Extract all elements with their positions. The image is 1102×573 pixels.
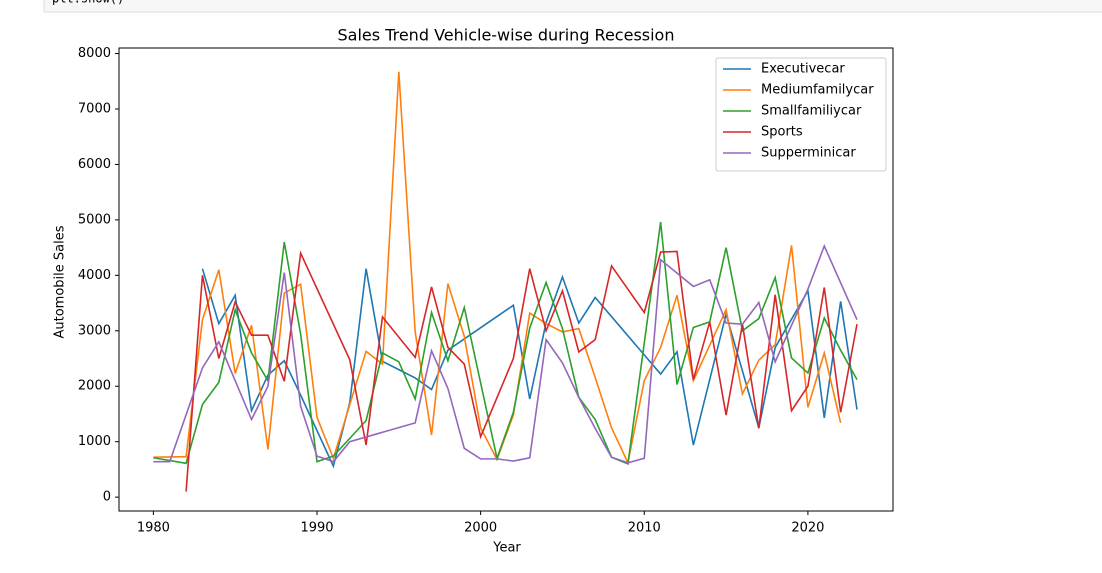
x-tick-label: 2000 — [464, 521, 497, 536]
y-tick-label: 3000 — [78, 323, 111, 338]
y-tick-label: 8000 — [78, 46, 111, 61]
y-tick-label: 2000 — [78, 379, 111, 394]
series-line — [153, 243, 858, 464]
x-tick-label: 1990 — [300, 521, 333, 536]
plot-frame — [118, 47, 894, 512]
x-tick-label: 2010 — [628, 521, 661, 536]
legend-label: Smallfamiliycar — [761, 104, 862, 119]
y-tick-label: 1000 — [78, 434, 111, 449]
y-tick-label: 6000 — [78, 157, 111, 172]
y-tick-label: 0 — [103, 490, 111, 505]
legend-label: Mediumfamilycar — [761, 83, 874, 98]
x-axis-label: Year — [492, 541, 521, 556]
series-line — [185, 250, 858, 492]
code-cell — [43, 0, 1102, 13]
legend-label: Supperminicar — [761, 146, 856, 161]
y-tick-label: 4000 — [78, 268, 111, 283]
y-tick-label: 7000 — [78, 101, 111, 116]
y-axis-label: Automobile Sales — [53, 225, 68, 338]
series-line — [153, 222, 858, 465]
x-tick-label: 1980 — [137, 521, 170, 536]
legend-box — [715, 57, 887, 172]
x-tick-label: 2020 — [791, 521, 824, 536]
series-line — [201, 268, 858, 469]
y-tick-label: 5000 — [78, 212, 111, 227]
chart-title: Sales Trend Vehicle-wise during Recessio… — [338, 26, 675, 45]
code-text: plt.show() — [52, 0, 124, 6]
legend-label: Executivecar — [761, 62, 845, 77]
legend-label: Sports — [761, 125, 803, 140]
